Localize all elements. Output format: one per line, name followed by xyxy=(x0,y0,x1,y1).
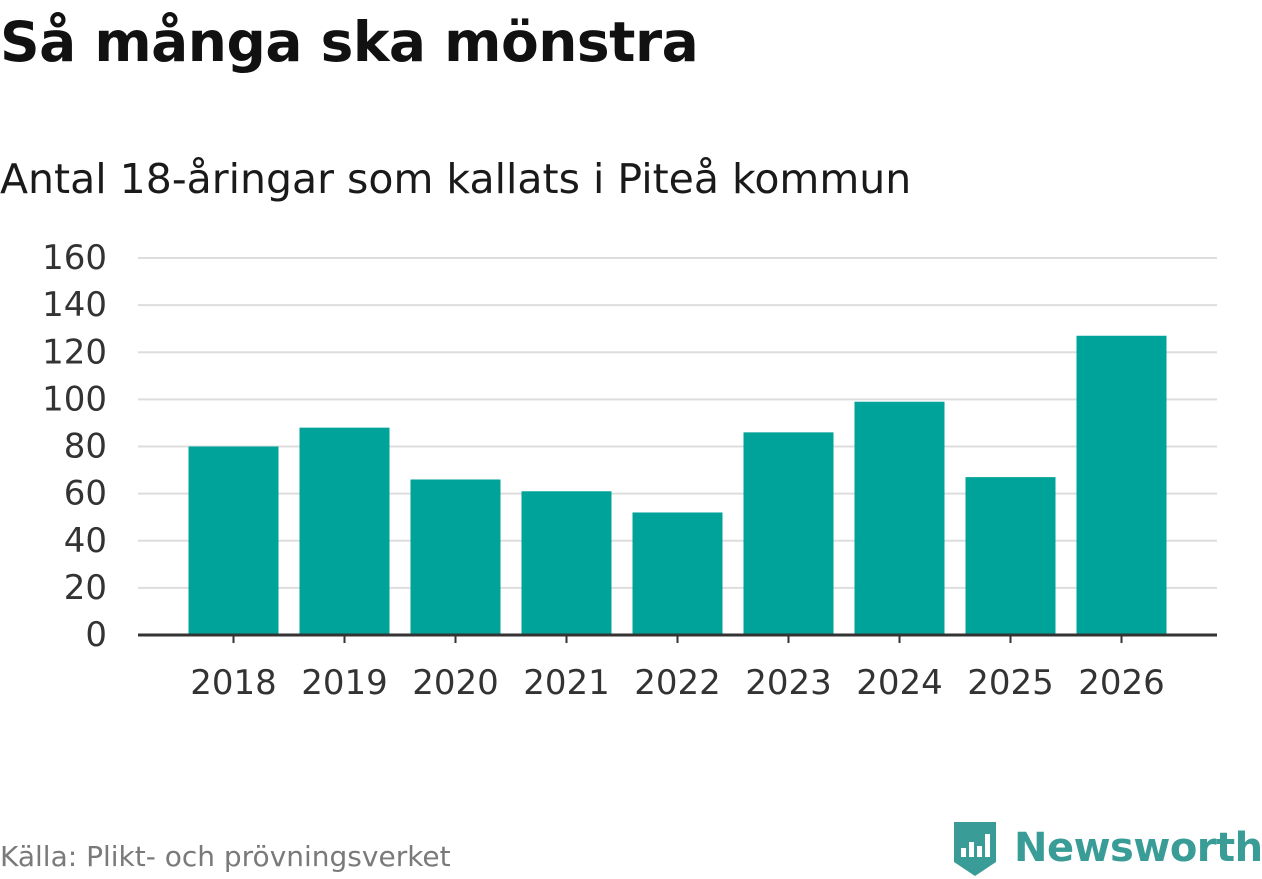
y-tick-label: 20 xyxy=(64,568,107,608)
bar-2020 xyxy=(410,479,501,635)
bar-2024 xyxy=(854,401,945,635)
y-tick-label: 100 xyxy=(42,379,107,419)
y-tick-label: 80 xyxy=(64,427,107,467)
gridlines xyxy=(138,257,1217,589)
newsworthy-logo-icon xyxy=(954,822,996,876)
source-note: Källa: Plikt- och prövningsverket xyxy=(0,840,451,873)
bars xyxy=(188,335,1167,635)
y-tick-label: 40 xyxy=(64,521,107,561)
brand-logo: Newsworthy xyxy=(950,818,1262,878)
y-tick-label: 160 xyxy=(42,238,107,278)
y-tick-label: 60 xyxy=(64,474,107,514)
y-tick-label: 0 xyxy=(85,615,107,655)
bar-2022 xyxy=(632,512,723,635)
x-tick-label: 2026 xyxy=(1078,663,1165,703)
x-tick-label: 2024 xyxy=(856,663,943,703)
x-tick-label: 2022 xyxy=(634,663,721,703)
bar-2018 xyxy=(188,446,279,635)
y-tick-label: 140 xyxy=(42,285,107,325)
bar-2026 xyxy=(1076,335,1167,635)
x-tick-label: 2023 xyxy=(745,663,832,703)
x-tick-label: 2020 xyxy=(412,663,499,703)
x-axis-ticks: 2018 2019 2020 2021 2022 2023 2024 2025 2026 xyxy=(190,635,1165,703)
bar-2025 xyxy=(965,477,1056,635)
x-tick-label: 2019 xyxy=(301,663,388,703)
chart-subtitle: Antal 18-åringar som kallats i Piteå kom… xyxy=(0,155,912,203)
bar-2019 xyxy=(299,427,390,635)
x-tick-label: 2025 xyxy=(967,663,1054,703)
x-tick-label: 2018 xyxy=(190,663,277,703)
y-tick-label: 120 xyxy=(42,332,107,372)
x-tick-label: 2021 xyxy=(523,663,610,703)
bar-2023 xyxy=(743,432,834,635)
bar-2021 xyxy=(521,491,612,635)
chart-title: Så många ska mönstra xyxy=(0,10,699,74)
y-axis-ticks: 0 20 40 60 80 100 120 140 160 xyxy=(42,238,107,655)
brand-name: Newsworthy xyxy=(1014,825,1262,871)
